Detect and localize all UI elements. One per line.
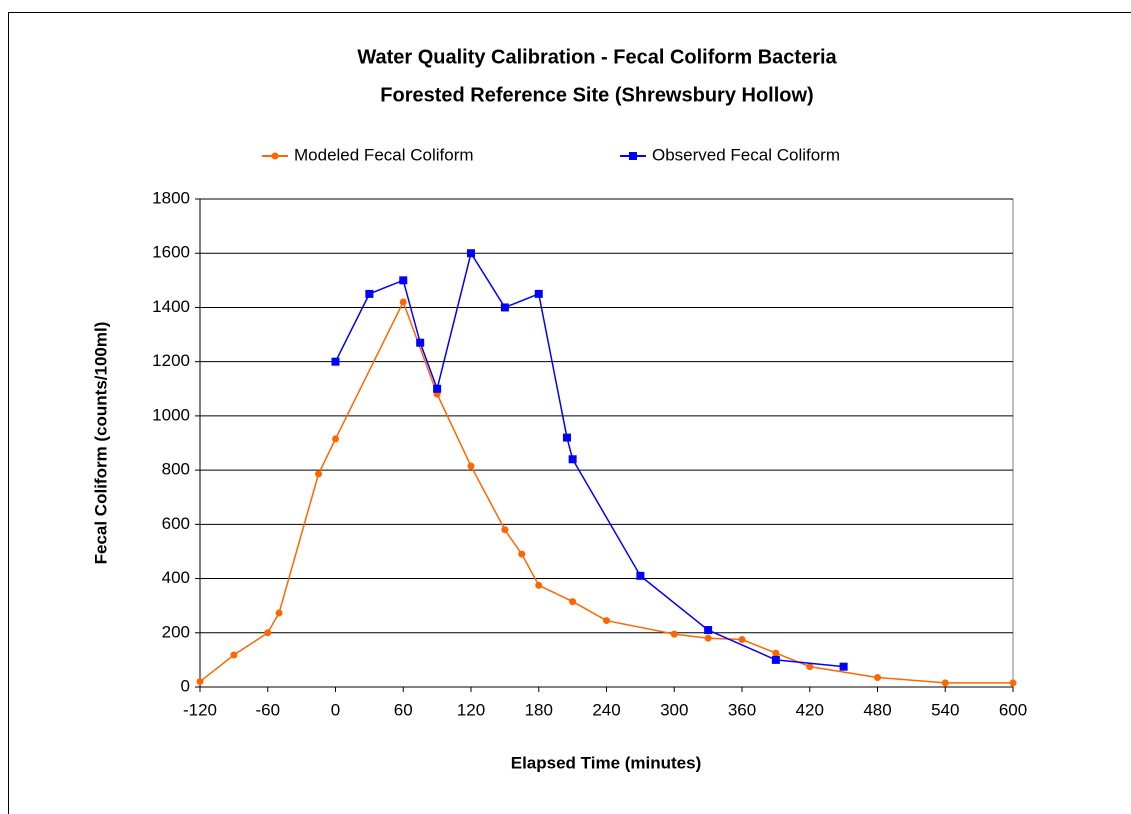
data-point [603, 617, 610, 625]
data-point [636, 571, 645, 580]
data-point [332, 435, 339, 443]
data-point [399, 276, 408, 285]
series-line [199, 300, 1013, 684]
data-point [839, 662, 848, 671]
data-point [500, 303, 509, 312]
data-point [264, 629, 272, 637]
data-point [704, 634, 712, 642]
data-point [569, 598, 577, 606]
legend-label: Modeled Fecal Coliform [294, 145, 474, 164]
y-tick-label: 400 [162, 568, 190, 587]
data-point [518, 550, 526, 558]
data-point [535, 581, 543, 589]
data-point [399, 298, 407, 306]
x-tick-label: 480 [863, 700, 891, 719]
data-point [704, 626, 713, 635]
y-tick-label: 0 [181, 676, 190, 695]
x-axis-title: Elapsed Time (minutes) [511, 753, 702, 772]
data-point [670, 630, 678, 638]
data-point [941, 679, 949, 687]
x-tick-label: 420 [796, 700, 824, 719]
data-point [874, 674, 881, 682]
y-tick-label: 200 [162, 622, 190, 641]
legend-marker [271, 152, 279, 160]
data-point [275, 609, 283, 617]
x-tick-label: 0 [331, 700, 340, 719]
data-point [467, 249, 475, 258]
y-tick-label: 600 [162, 514, 190, 533]
y-tick-label: 1400 [152, 297, 190, 316]
x-tick-label: -120 [183, 700, 217, 719]
data-point [501, 526, 509, 534]
data-point [771, 655, 780, 664]
x-tick-label: 540 [931, 700, 959, 719]
x-tick-label: -60 [255, 700, 280, 719]
x-tick-label: 300 [660, 700, 688, 719]
x-tick-label: 180 [525, 700, 553, 719]
data-point [562, 433, 571, 442]
data-point [331, 357, 340, 366]
y-axis-title: Fecal Coliform (counts/100ml) [91, 322, 110, 565]
y-tick-label: 1200 [152, 351, 190, 370]
y-tick-label: 1800 [152, 188, 190, 207]
legend-label: Observed Fecal Coliform [652, 145, 840, 164]
x-tick-label: 600 [999, 700, 1027, 719]
data-point [467, 462, 475, 470]
x-tick-label: 120 [457, 700, 485, 719]
plot-area [199, 198, 1014, 688]
x-tick-label: 60 [394, 700, 413, 719]
data-point [315, 470, 323, 478]
data-point [534, 289, 543, 298]
data-point [365, 289, 374, 298]
data-point [738, 636, 746, 644]
y-tick-label: 1600 [152, 243, 190, 262]
x-tick-label: 360 [728, 700, 756, 719]
data-point [772, 649, 780, 657]
data-point [1009, 679, 1017, 687]
data-point [806, 663, 814, 671]
data-point [568, 455, 577, 464]
data-point [230, 651, 238, 659]
y-tick-label: 800 [162, 460, 190, 479]
chart-subtitle: Forested Reference Site (Shrewsbury Holl… [380, 84, 813, 106]
data-point [196, 678, 204, 686]
legend-marker [629, 152, 637, 160]
x-tick-label: 240 [592, 700, 620, 719]
data-point [416, 338, 425, 347]
data-point [433, 384, 442, 393]
chart-title: Water Quality Calibration - Fecal Colifo… [357, 46, 837, 68]
series-line [334, 251, 844, 668]
y-tick-label: 1000 [152, 405, 190, 424]
